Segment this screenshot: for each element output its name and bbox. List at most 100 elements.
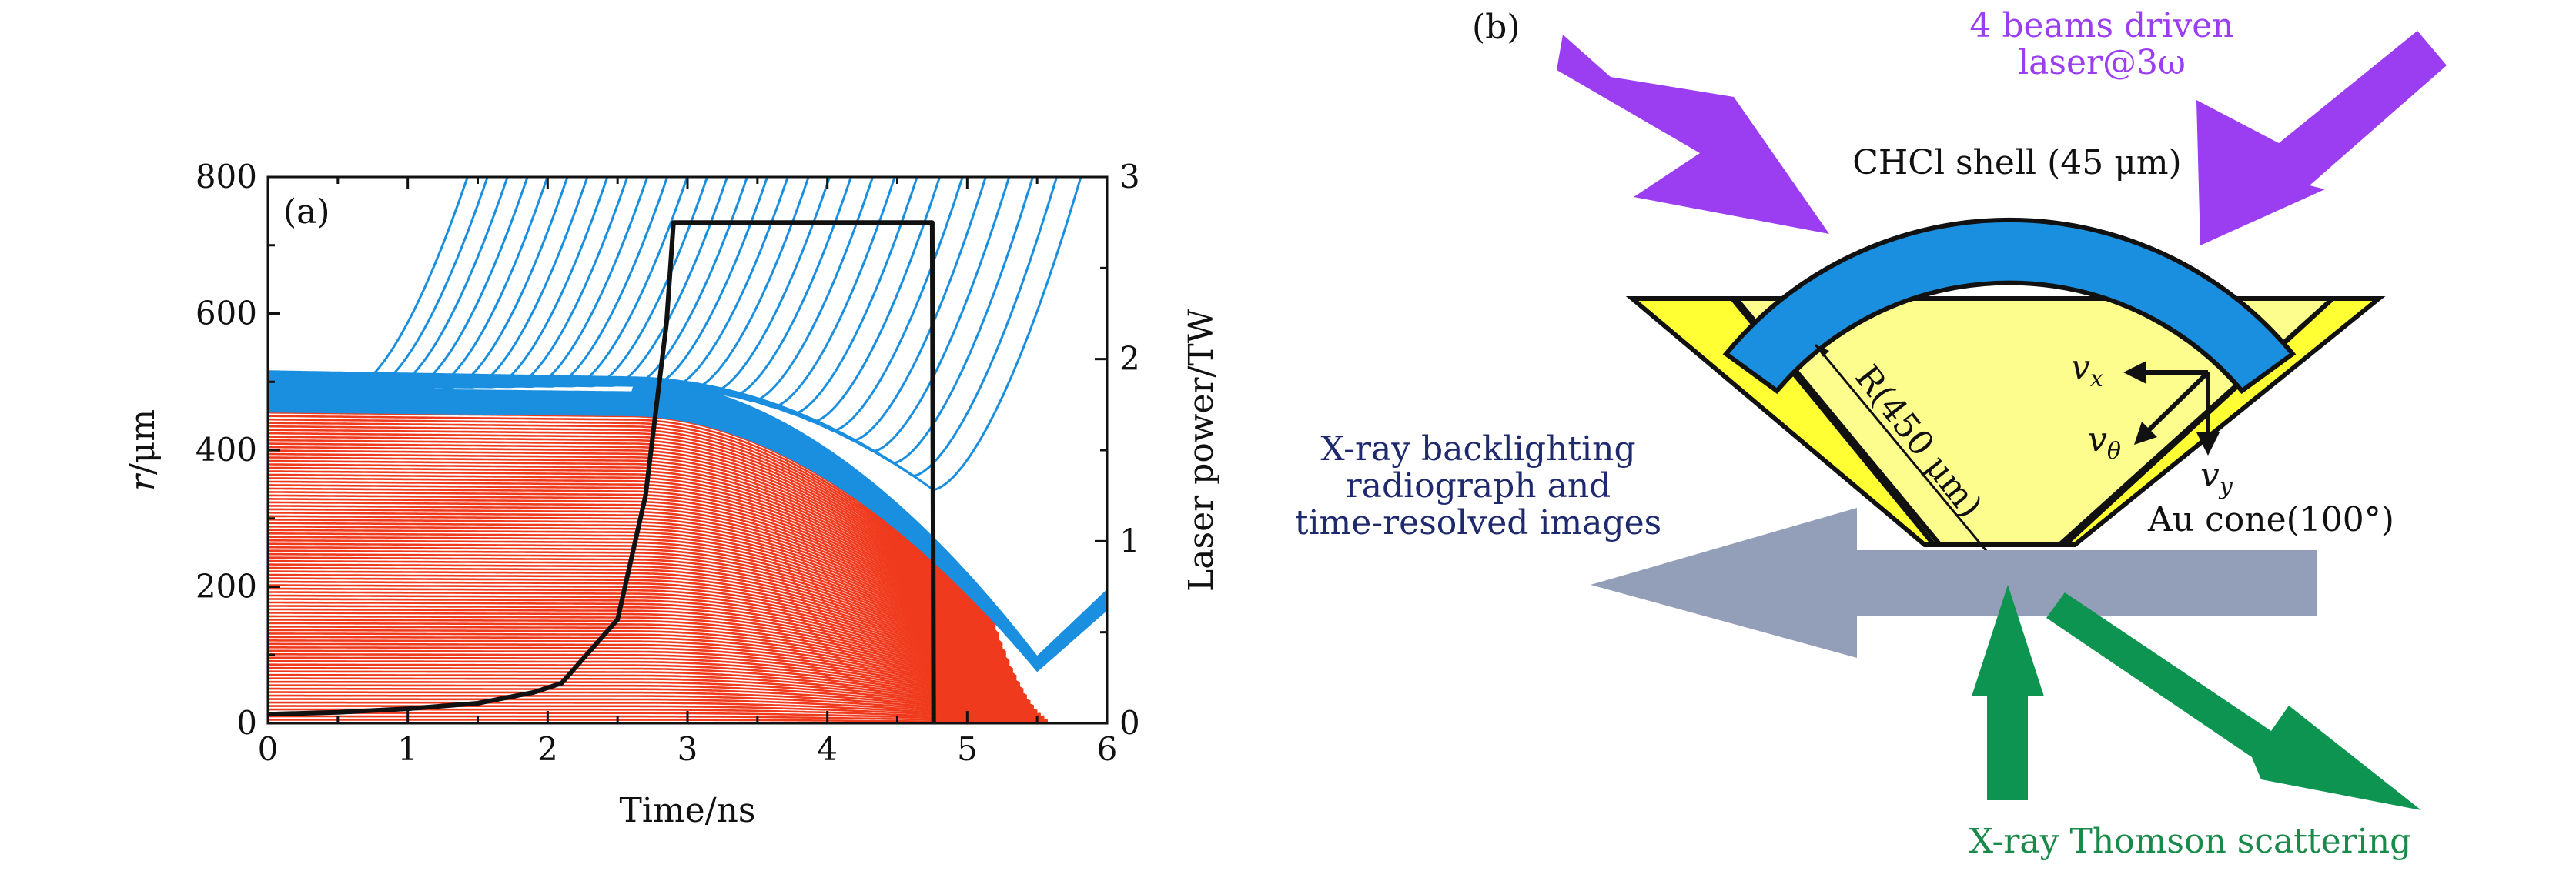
thomson-arrow-up	[1972, 585, 2044, 800]
vtheta-sub: θ	[2107, 438, 2121, 465]
laser-power-line	[267, 220, 936, 724]
vx-arrowhead	[2123, 361, 2146, 384]
ablator-zone-line	[268, 177, 469, 390]
x-tick-label: 3	[677, 730, 698, 768]
fuel-zone-line	[268, 584, 1024, 695]
vx-label: vx	[2071, 348, 2103, 392]
fuel-zone-line	[268, 612, 1031, 703]
fuel-zone-line	[268, 484, 1007, 657]
fuel-zone-line	[268, 629, 1035, 708]
fuel-zone-line	[268, 622, 1031, 706]
x-tick-label: 0	[258, 730, 279, 768]
fuel-zone-line	[268, 605, 1028, 700]
thomson-arrow-down	[2046, 592, 2421, 810]
fuel-zone-line	[268, 436, 1000, 636]
fuel-zone-line	[268, 673, 1041, 716]
fuel-zone-line	[268, 442, 1000, 639]
fuel-zone-line	[268, 432, 1000, 636]
fuel-zone-line	[268, 691, 1045, 719]
panel-b-diagram: (b) R(450 μm) vx vθ vy 4 beams driven	[1295, 6, 2447, 861]
fuel-zone-line	[268, 532, 1017, 678]
vx-sub: x	[2090, 365, 2103, 392]
laser-power-series	[267, 220, 936, 724]
vy-sub: y	[2218, 473, 2233, 500]
cone-label: Au cone(100°)	[2147, 500, 2394, 539]
fuel-zone-line	[268, 459, 1003, 647]
fuel-zone-line	[268, 549, 1021, 685]
vy-arrowhead	[2196, 432, 2220, 456]
ablator-zone-lines	[268, 177, 1082, 492]
radius-arrowhead	[1815, 345, 1829, 357]
fuel-zone-line	[268, 449, 1000, 641]
vtheta-var: v	[2088, 420, 2107, 459]
fuel-zone-line	[268, 536, 1017, 679]
fuel-zone-line	[268, 619, 1031, 705]
fuel-zone-line	[268, 494, 1010, 663]
x-axis-title: Time/ns	[620, 791, 756, 830]
ablator-zone-line	[268, 177, 831, 394]
fuel-zone-line	[268, 542, 1017, 681]
y-left-tick-label: 800	[196, 158, 257, 195]
vtheta-label: vθ	[2088, 420, 2121, 465]
backlight-label-line1: X-ray backlighting	[1320, 429, 1635, 469]
fuel-zone-line	[268, 719, 1048, 723]
fuel-zone-line	[268, 601, 1028, 699]
fuel-zone-line	[268, 580, 1024, 694]
fuel-zone-line	[268, 594, 1028, 699]
backlight-label-line2: radiograph and	[1346, 466, 1611, 506]
backlight-label-line3: time-resolved images	[1295, 503, 1661, 542]
fuel-zone-line	[268, 591, 1028, 698]
fuel-zone-line	[268, 698, 1045, 721]
ablator-zone-line	[268, 177, 875, 402]
fuel-zone-line	[268, 687, 1045, 719]
fuel-zone-line	[268, 418, 996, 627]
y-right-axis-title: Laser power/TW	[1182, 308, 1221, 592]
fuel-zone-line	[268, 666, 1041, 716]
fuel-zone-line	[268, 505, 1010, 666]
fuel-zone-line	[268, 659, 1038, 714]
fuel-zone-line	[268, 642, 1034, 710]
vtheta-arrow-shaft	[2144, 370, 2210, 435]
fuel-zone-line	[268, 615, 1031, 704]
fuel-zone-line	[268, 477, 1007, 656]
fuel-zone-line	[268, 552, 1021, 686]
fuel-zone-line	[268, 626, 1035, 707]
y-left-tick-label: 600	[196, 295, 257, 332]
ablator-zone-line	[268, 177, 942, 423]
fuel-zone-line	[268, 694, 1045, 720]
fuel-zone-line	[268, 466, 1003, 649]
fuel-zone-line	[268, 501, 1010, 665]
cone-inner-edge-right	[2062, 296, 2335, 547]
fuel-zone-line	[268, 677, 1041, 717]
fuel-zone-line	[268, 570, 1024, 692]
x-tick-label: 2	[537, 730, 558, 768]
fuel-zone-line	[268, 656, 1038, 714]
panel-b-label: (b)	[1472, 8, 1521, 47]
fuel-zone-line	[268, 573, 1024, 692]
fuel-zone-line	[268, 639, 1034, 710]
fuel-zone-line	[268, 577, 1024, 693]
vy-var: v	[2200, 456, 2220, 495]
ablator-zone-line	[268, 177, 852, 398]
y-left-title-var: r	[123, 472, 162, 491]
fuel-zone-line	[268, 480, 1007, 656]
fuel-zone-line	[268, 452, 1003, 645]
shell-band	[268, 379, 1107, 672]
y-right-tick-label: 2	[1119, 340, 1140, 378]
y-left-tick-label: 200	[196, 568, 257, 606]
fuel-zone-line	[268, 456, 1003, 646]
fuel-zone-line	[268, 446, 1000, 639]
backlight-arrow	[1591, 508, 2317, 658]
fuel-zone-line	[268, 598, 1028, 699]
vtheta-arrowhead	[2134, 422, 2157, 445]
laser-arrow-left	[1557, 35, 1829, 234]
fuel-zone-line	[268, 563, 1021, 688]
fuel-zone-line	[268, 566, 1024, 691]
axis-ticks	[266, 175, 1109, 725]
beams-label-line2: laser@3ω	[2018, 43, 2186, 82]
y-right-tick-label: 0	[1119, 704, 1140, 742]
fuel-zone-line	[268, 425, 996, 629]
fuel-zone-lines	[268, 411, 1048, 723]
